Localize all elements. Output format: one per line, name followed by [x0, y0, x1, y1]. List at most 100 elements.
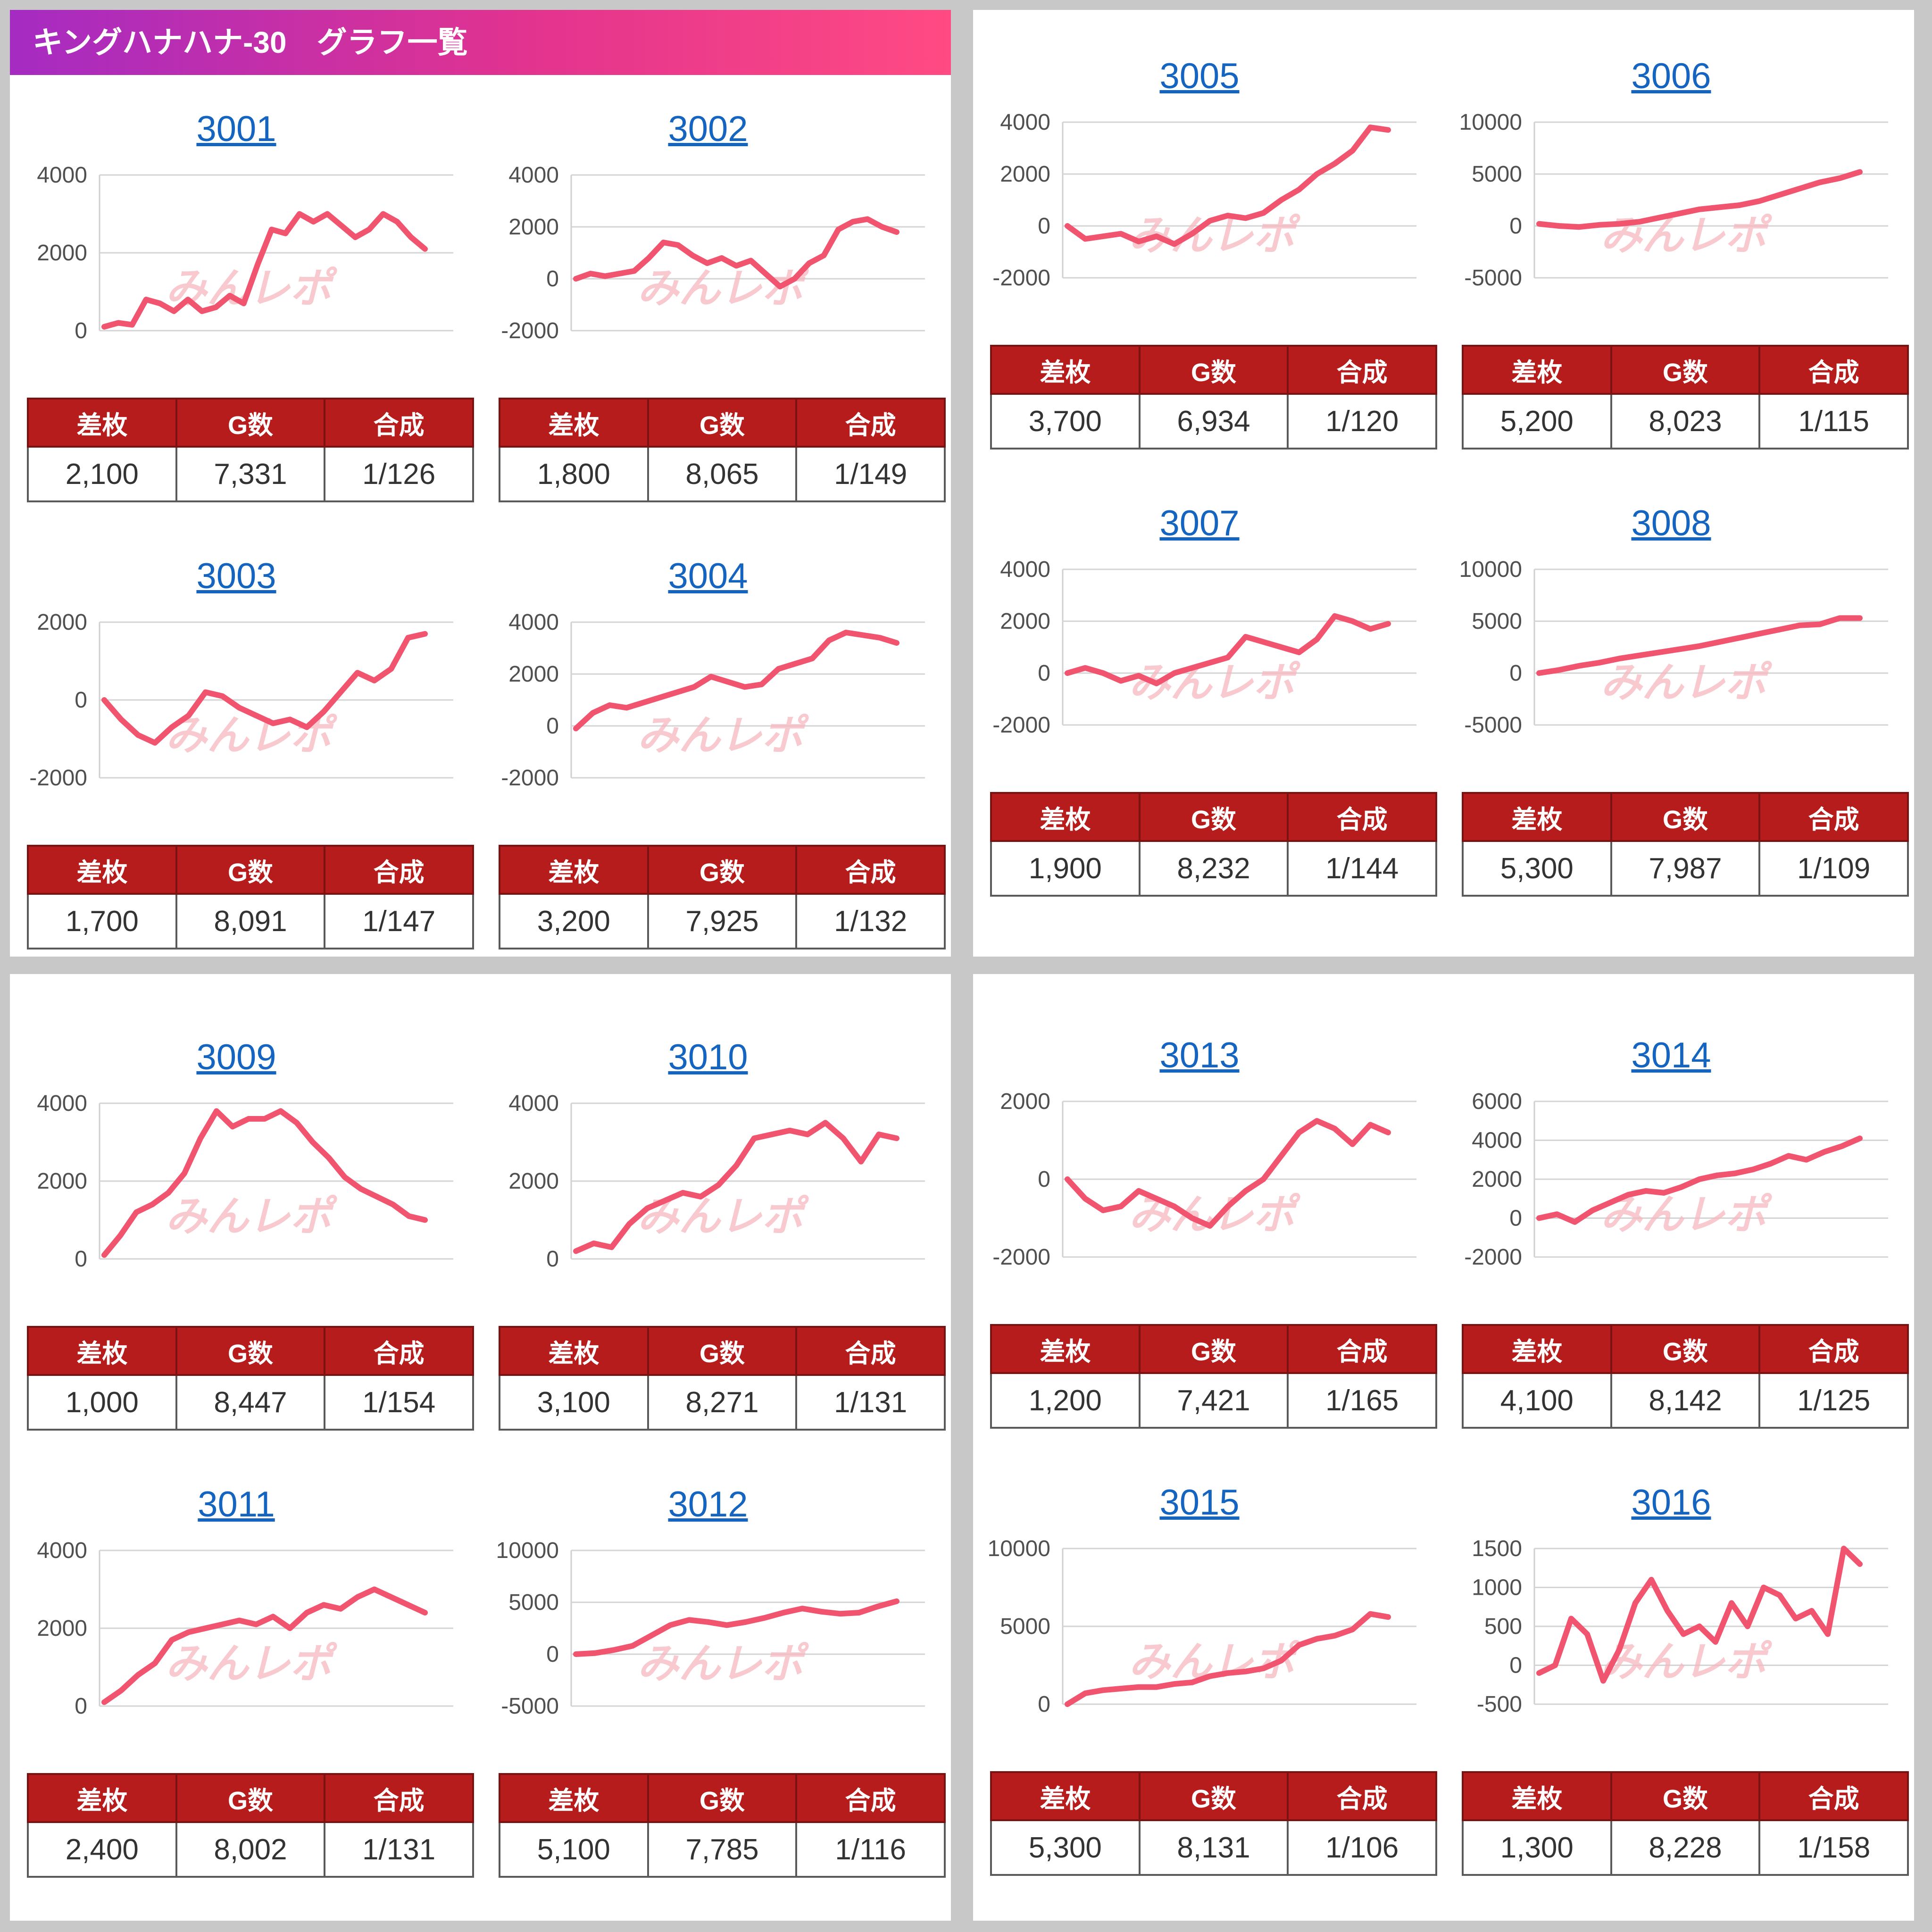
data-point: [750, 260, 751, 261]
data-point: [1715, 1641, 1716, 1642]
y-tick-label: -2000: [29, 766, 87, 791]
y-tick-label: 5000: [1472, 609, 1522, 634]
data-point: [1795, 1618, 1796, 1619]
data-point: [594, 1652, 595, 1654]
data-point: [575, 728, 576, 729]
data-point: [1799, 625, 1800, 626]
machine-link[interactable]: 3004: [668, 556, 748, 596]
machine-link[interactable]: 3009: [196, 1037, 276, 1077]
data-point: [643, 702, 644, 703]
data-point: [222, 1624, 223, 1625]
machine-link[interactable]: 3006: [1631, 56, 1711, 96]
data-point: [1731, 1602, 1732, 1604]
data-point: [807, 1134, 808, 1135]
data-point: [878, 1134, 880, 1135]
data-point: [410, 237, 412, 238]
stats-value-row: 5,200 8,023 1/115: [1462, 393, 1909, 450]
machine-panel: 3013 2000 0 -2000 みんレポ 差枚 G数 合成 1,200 7,421 1/165: [973, 1031, 1437, 1436]
stats-header-cell: 合成: [795, 845, 946, 895]
data-point: [842, 1138, 844, 1139]
data-point: [1138, 1686, 1140, 1688]
y-tick-label: 4000: [508, 610, 559, 635]
stats-header-cell: 合成: [1287, 345, 1437, 395]
data-point: [764, 1617, 765, 1618]
machine-link[interactable]: 3011: [198, 1484, 275, 1524]
data-point: [1174, 1683, 1175, 1685]
machine-link[interactable]: 3015: [1159, 1482, 1240, 1523]
data-point: [707, 263, 708, 264]
data-point: [1819, 182, 1820, 183]
data-point: [1639, 655, 1640, 656]
data-point: [344, 1176, 345, 1178]
data-point: [285, 233, 286, 234]
stats-value-row: 1,800 8,065 1/149: [499, 446, 946, 502]
data-point: [761, 684, 762, 685]
data-point: [802, 1608, 803, 1609]
games-value: 6,934: [1138, 393, 1289, 450]
data-point: [187, 299, 189, 300]
machine-link[interactable]: 3007: [1159, 503, 1240, 543]
stats-value-row: 1,300 8,228 1/158: [1462, 1819, 1909, 1876]
machine-link[interactable]: 3002: [668, 109, 748, 149]
data-point: [1370, 628, 1371, 630]
data-point: [692, 255, 693, 256]
diff-value: 3,200: [499, 893, 649, 949]
data-point: [201, 310, 202, 312]
data-point: [1316, 1638, 1317, 1640]
machine-link[interactable]: 3005: [1159, 56, 1240, 96]
data-point: [1352, 1629, 1353, 1630]
data-point: [1352, 150, 1353, 151]
watermark-logo: みんレポ: [1600, 1637, 1773, 1686]
y-tick-label: 500: [1484, 1614, 1522, 1639]
stats-header-cell: 合成: [324, 1326, 474, 1376]
data-point: [1610, 1202, 1611, 1203]
machine-link[interactable]: 3001: [196, 109, 276, 149]
stats-header-cell: 差枚: [499, 845, 649, 895]
data-point: [1843, 1548, 1844, 1549]
machine-link[interactable]: 3003: [196, 556, 276, 596]
data-point: [1120, 1206, 1122, 1207]
machine-link[interactable]: 3008: [1631, 503, 1711, 543]
data-point: [340, 691, 341, 693]
machine-link[interactable]: 3012: [668, 1484, 748, 1524]
data-point: [1281, 647, 1282, 648]
machine-panel: 3010 4000 2000 0 みんレポ 差枚 G数 合成 3,100 8,271 1/131: [482, 1033, 946, 1438]
data-point: [1759, 633, 1760, 634]
data-point: [619, 273, 620, 274]
data-point: [1739, 637, 1740, 639]
data-point: [120, 1690, 122, 1691]
data-point: [858, 1612, 859, 1613]
data-point: [216, 1110, 217, 1112]
data-point: [1227, 1206, 1228, 1207]
data-point: [1819, 624, 1820, 625]
data-point: [845, 632, 847, 633]
machine-link[interactable]: 3014: [1631, 1035, 1711, 1075]
data-point: [593, 1243, 594, 1244]
diff-value: 5,300: [1462, 840, 1612, 897]
y-tick-label: 0: [1509, 214, 1522, 239]
machine-link[interactable]: 3013: [1159, 1035, 1240, 1075]
data-point: [1334, 163, 1335, 164]
data-point: [1859, 171, 1860, 173]
data-point: [280, 1110, 281, 1112]
data-point: [272, 723, 274, 724]
data-point: [171, 726, 173, 728]
y-tick-label: -5000: [501, 1694, 559, 1719]
machine-link[interactable]: 3016: [1631, 1482, 1711, 1523]
data-point: [1763, 1587, 1764, 1588]
data-point: [1841, 1145, 1843, 1147]
watermark-logo: みんレポ: [1600, 658, 1773, 707]
stats-value-row: 2,400 8,002 1/131: [27, 1821, 474, 1878]
machine-link[interactable]: 3010: [668, 1037, 748, 1077]
stats-header-cell: G数: [647, 398, 798, 448]
stats-header-cell: 差枚: [990, 792, 1141, 842]
data-point: [232, 1126, 233, 1127]
data-point: [1316, 174, 1317, 175]
games-value: 7,331: [175, 446, 326, 502]
data-point: [611, 1247, 612, 1248]
line-chart: 10000 5000 0 -5000 みんレポ: [1459, 110, 1888, 291]
data-point: [659, 697, 661, 698]
data-point: [1587, 1633, 1588, 1635]
y-tick-label: 0: [1038, 214, 1050, 239]
